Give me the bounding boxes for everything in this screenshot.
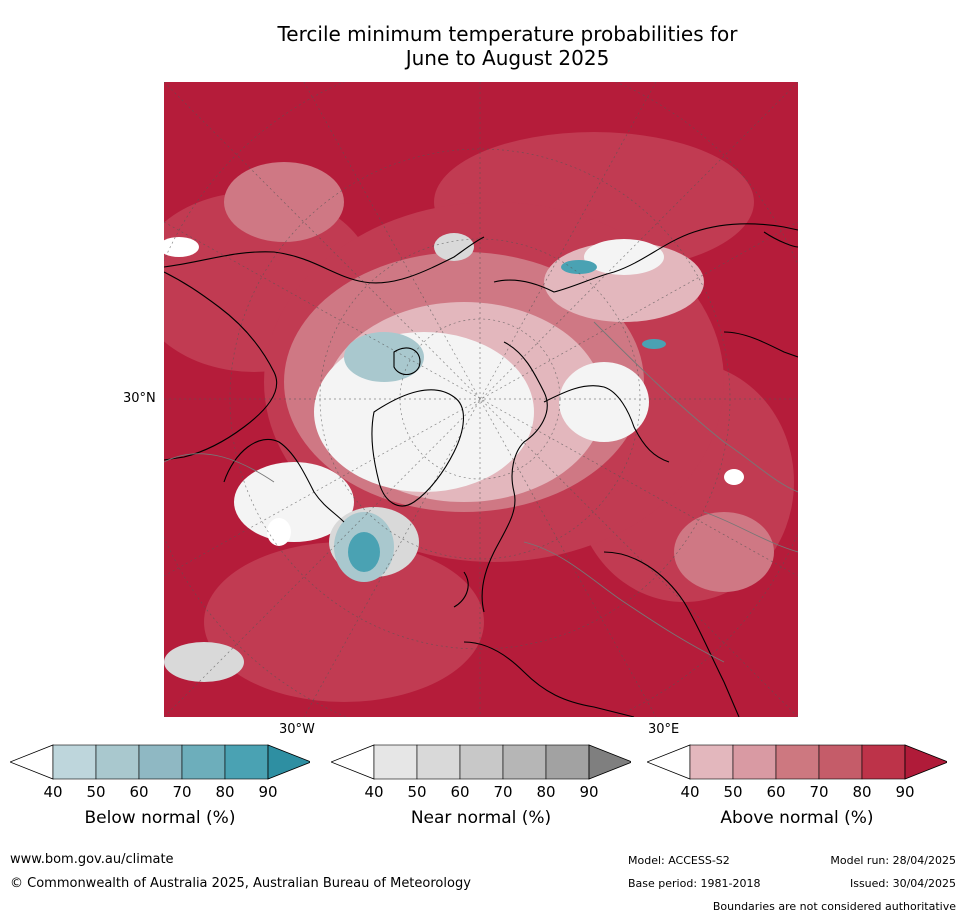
colorbar-segment [732, 744, 777, 780]
colorbar-near-normal: 40 50 60 70 80 90 Near normal (%) [331, 744, 631, 844]
colorbar-segment [861, 744, 906, 780]
colorbar-tick-label: 40 [43, 783, 63, 801]
website-link[interactable]: www.bom.gov.au/climate [10, 852, 174, 867]
colorbar-segment [224, 744, 269, 780]
colorbar-segment [52, 744, 97, 780]
colorbar-segment [95, 744, 140, 780]
colorbar-segment [459, 744, 504, 780]
colorbar-over-arrow [267, 744, 310, 780]
colorbar-tick-label: 40 [680, 783, 700, 801]
colorbar-tick-label: 60 [129, 783, 149, 801]
colorbar-tick-label: 90 [579, 783, 599, 801]
colorbar-under-arrow [647, 744, 691, 780]
colorbar-tick-label: 50 [86, 783, 106, 801]
lon-label-30e: 30°E [648, 722, 680, 737]
colorbar-label: Below normal (%) [84, 808, 236, 828]
colorbar-over-arrow [904, 744, 947, 780]
colorbar-over-arrow [588, 744, 631, 780]
colorbar-tick-label: 90 [258, 783, 278, 801]
model-run-text: Model run: 28/04/2025 [830, 854, 956, 867]
colorbar-segment [775, 744, 820, 780]
colorbar-tick-label: 80 [852, 783, 872, 801]
colorbar-above-normal: 40 50 60 70 80 90 Above normal (%) [647, 744, 947, 844]
colorbar-tick-label: 50 [723, 783, 743, 801]
colorbar-segment [181, 744, 226, 780]
colorbar-segment [689, 744, 734, 780]
colorbar-tick-label: 90 [895, 783, 915, 801]
issued-text: Issued: 30/04/2025 [849, 877, 956, 890]
colorbar-below-normal: 40 50 60 70 80 90 Below normal (%) [10, 744, 310, 844]
colorbar-tick-label: 60 [450, 783, 470, 801]
base-period-text: Base period: 1981-2018 [628, 877, 761, 890]
title-line-2: June to August 2025 [405, 46, 610, 70]
title-line-1: Tercile minimum temperature probabilitie… [277, 22, 738, 46]
colorbar-tick-label: 50 [407, 783, 427, 801]
colorbar-segment [138, 744, 183, 780]
colorbar-segment [818, 744, 863, 780]
colorbar-under-arrow [331, 744, 375, 780]
colorbar-tick-label: 70 [809, 783, 829, 801]
chart-title: Tercile minimum temperature probabilitie… [160, 22, 855, 70]
colorbar-label: Above normal (%) [720, 808, 874, 828]
colorbar-label: Near normal (%) [410, 808, 552, 828]
colorbar-tick-label: 80 [536, 783, 556, 801]
colorbar-under-arrow [10, 744, 54, 780]
lon-label-30w: 30°W [279, 722, 315, 737]
colorbar-tick-label: 80 [215, 783, 235, 801]
colorbar-segment [416, 744, 461, 780]
colorbar-tick-label: 70 [493, 783, 513, 801]
colorbar-tick-label: 40 [364, 783, 384, 801]
colorbar-segment [373, 744, 418, 780]
colorbar-segment [545, 744, 590, 780]
lat-label-30n: 30°N [123, 391, 156, 406]
copyright-text: © Commonwealth of Australia 2025, Austra… [10, 876, 471, 891]
polar-map [164, 82, 798, 717]
colorbar-tick-label: 70 [172, 783, 192, 801]
disclaimer-text: Boundaries are not considered authoritat… [712, 900, 956, 913]
colorbar-tick-label: 60 [766, 783, 786, 801]
colorbar-segment [502, 744, 547, 780]
model-text: Model: ACCESS-S2 [628, 854, 730, 867]
